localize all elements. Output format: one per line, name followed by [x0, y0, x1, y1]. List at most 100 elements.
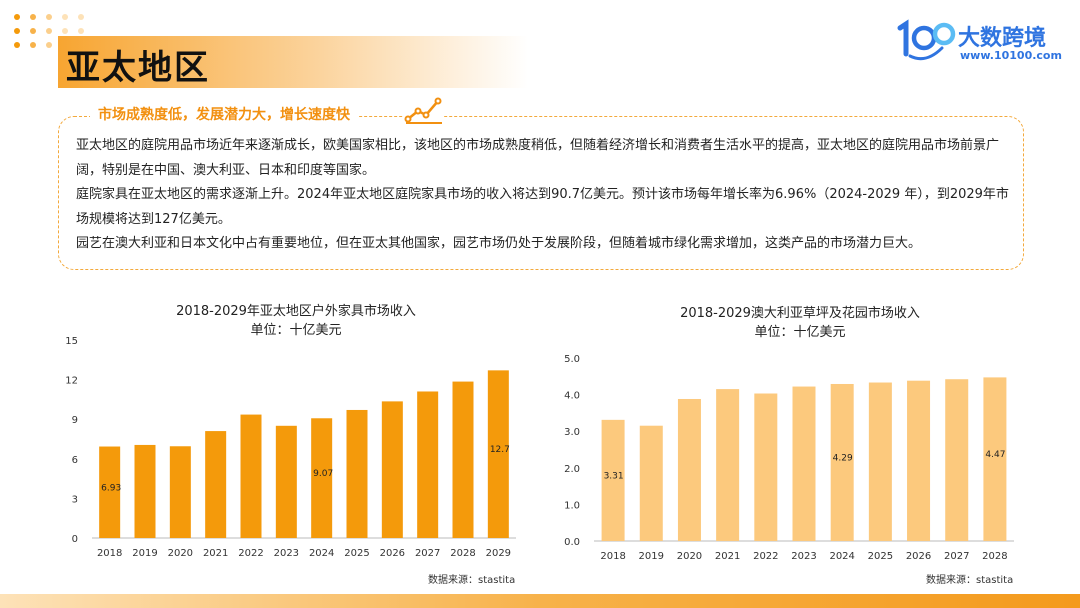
chart-1-bar	[205, 431, 227, 538]
decor-dot	[14, 14, 20, 20]
chart-2-xtick: 2027	[944, 551, 969, 562]
chart-2-bar	[677, 398, 701, 541]
chart-1-bar	[99, 446, 121, 538]
trend-chart-icon	[404, 95, 444, 125]
chart-2-bar	[716, 389, 740, 541]
summary-paragraph: 园艺在澳大利亚和日本文化中占有重要地位，但在亚太其他国家，园艺市场仍处于发展阶段…	[76, 236, 922, 251]
chart-1-bar	[275, 425, 297, 538]
chart-1-ytick: 12	[65, 376, 78, 387]
chart-2-xtick: 2028	[982, 551, 1007, 562]
chart-1-xtick: 2028	[450, 548, 475, 559]
chart-2-data-label: 3.31	[604, 471, 624, 481]
chart-1-xtick: 2019	[132, 548, 157, 559]
title-band	[58, 36, 528, 88]
chart-2-xtick: 2019	[639, 551, 664, 562]
chart-2-ytick: 0.0	[564, 537, 580, 548]
decor-dot	[46, 42, 52, 48]
brand-logo: 大数跨境 www.10100.com	[896, 18, 1066, 66]
chart-2-title-text: 2018-2029澳大利亚草坪及花园市场收入	[680, 306, 920, 321]
page-title: 亚太地区	[66, 48, 210, 88]
chart-1-ytick: 9	[72, 415, 78, 426]
chart-2-bar	[830, 383, 854, 541]
chart-1-xtick: 2027	[415, 548, 440, 559]
chart-2-xtick: 2025	[868, 551, 893, 562]
chart-1-bar	[417, 391, 439, 538]
chart-2-xtick: 2020	[677, 551, 702, 562]
chart-1-bar	[134, 444, 156, 538]
summary-body: 亚太地区的庭院用品市场近年来逐渐成长，欧美国家相比，该地区的市场成熟度稍低，但随…	[76, 134, 1010, 257]
chart-2-xtick: 2021	[715, 551, 740, 562]
chart-1-bar	[169, 446, 191, 538]
chart-2-xtick: 2022	[753, 551, 778, 562]
chart-2-source: 数据来源：stastita	[926, 575, 1014, 586]
decor-dot	[62, 28, 68, 34]
chart-1-data-label: 9.07	[313, 469, 333, 479]
logo-name: 大数跨境	[958, 26, 1047, 51]
chart-1-data-label: 12.7	[490, 445, 510, 455]
chart-2-ytick: 3.0	[564, 427, 580, 438]
chart-2-bar	[945, 379, 969, 541]
logo-url: www.10100.com	[960, 49, 1062, 62]
chart-2-title: 2018-2029澳大利亚草坪及花园市场收入 单位：十亿美元	[600, 302, 1000, 340]
summary-box	[58, 116, 1024, 270]
chart-1-bar	[311, 418, 333, 538]
chart-1-xtick: 2021	[203, 548, 228, 559]
chart-2-xtick: 2026	[906, 551, 931, 562]
chart-2-bar	[907, 380, 931, 541]
chart-2-bar	[792, 386, 816, 541]
chart-1-subtitle: 单位：十亿美元	[250, 323, 342, 338]
chart-2-bar	[868, 382, 892, 541]
decor-dot	[14, 28, 20, 34]
chart-1-xtick: 2022	[238, 548, 263, 559]
decor-dot	[30, 28, 36, 34]
chart-2-ytick: 5.0	[564, 354, 580, 365]
chart-1-svg: 0 3 6 9 12 15 2018 6.93 2019 2020 2021 2022 2023 2024…	[65, 336, 516, 559]
chart-1-bar	[452, 381, 474, 538]
chart-1-bar	[346, 409, 368, 538]
chart-1-xtick: 2020	[168, 548, 193, 559]
decor-dot	[14, 42, 20, 48]
chart-2-data-label: 4.47	[985, 450, 1005, 460]
chart-2-xtick: 2023	[791, 551, 816, 562]
chart-1-bar	[240, 414, 262, 538]
summary-paragraph: 庭院家具在亚太地区的需求逐渐上升。2024年亚太地区庭院家具市场的收入将达到90…	[76, 187, 1009, 227]
chart-2-data-label: 4.29	[833, 453, 853, 463]
chart-2-svg: 0.0 1.0 2.0 3.0 4.0 5.0 2018 3.31 2019 2020 2021 20…	[564, 354, 1014, 562]
chart-1-title: 2018-2029年亚太地区户外家具市场收入 单位：十亿美元	[96, 300, 496, 338]
chart-1-ytick: 6	[72, 455, 78, 466]
decor-dot	[46, 28, 52, 34]
chart-1-ytick: 3	[72, 494, 78, 505]
decor-dot	[30, 42, 36, 48]
chart-2-ytick: 2.0	[564, 464, 580, 475]
chart-1-xtick: 2023	[274, 548, 299, 559]
summary-paragraph: 亚太地区的庭院用品市场近年来逐渐成长，欧美国家相比，该地区的市场成熟度稍低，但随…	[76, 138, 1000, 178]
chart-2-bar	[601, 419, 625, 541]
chart-1-bar	[381, 401, 403, 538]
chart-1-bar	[487, 370, 509, 538]
chart-1-ytick: 0	[72, 534, 78, 545]
chart-1-source: 数据来源：stastita	[428, 575, 516, 586]
chart-2-ytick: 1.0	[564, 500, 580, 511]
bottom-accent-bar	[0, 594, 1080, 608]
chart-2-bar	[754, 393, 778, 541]
logo-mark-icon	[897, 19, 956, 61]
chart-1-title-text: 2018-2029年亚太地区户外家具市场收入	[176, 304, 416, 319]
chart-2-xtick: 2024	[829, 551, 854, 562]
chart-1-xtick: 2026	[380, 548, 405, 559]
chart-1-ytick: 15	[65, 336, 78, 347]
chart-2-ytick: 4.0	[564, 391, 580, 402]
chart-1-xtick: 2029	[486, 548, 511, 559]
summary-heading: 市场成熟度低，发展潜力大，增长速度快	[90, 104, 358, 124]
chart-2-xtick: 2018	[600, 551, 625, 562]
decor-dot	[62, 14, 68, 20]
chart-2-subtitle: 单位：十亿美元	[754, 325, 846, 340]
chart-2-bar	[639, 425, 663, 541]
decor-dot	[78, 14, 84, 20]
chart-1-xtick: 2018	[97, 548, 122, 559]
decor-dot	[46, 14, 52, 20]
chart-2-bar	[983, 377, 1007, 541]
decor-dot	[78, 28, 84, 34]
chart-1-data-label: 6.93	[101, 483, 121, 493]
chart-1-xtick: 2024	[309, 548, 334, 559]
decor-dot	[30, 14, 36, 20]
